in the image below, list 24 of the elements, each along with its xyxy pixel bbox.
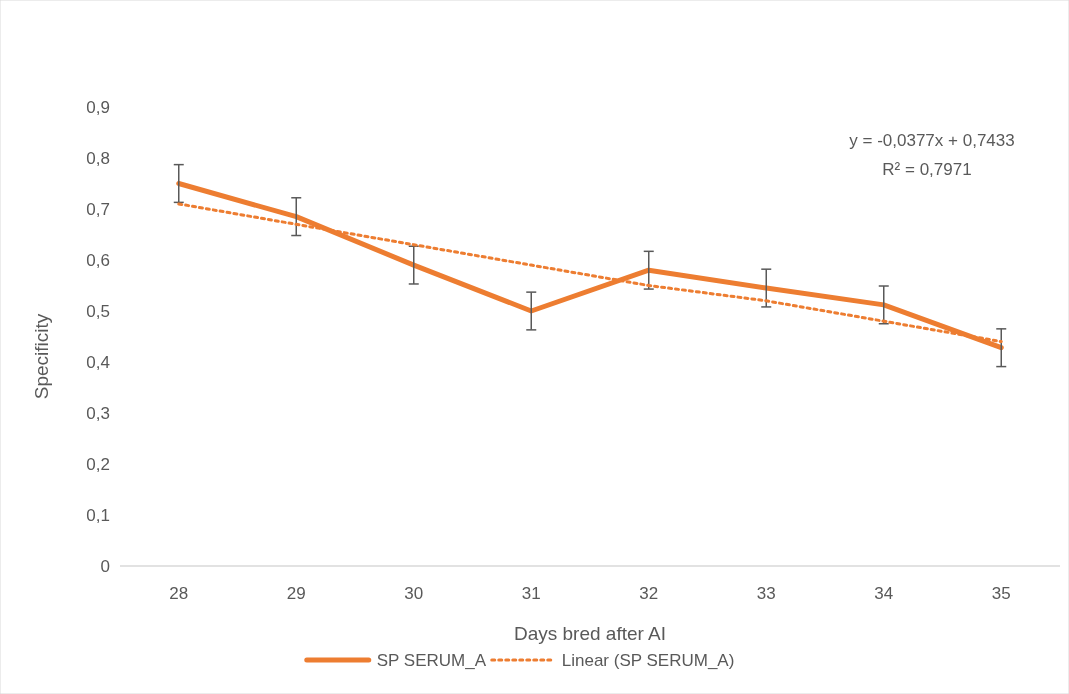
x-tick-label: 31	[521, 584, 541, 603]
legend-label: Linear (SP SERUM_A)	[561, 650, 735, 670]
y-tick-label: 0,4	[86, 352, 110, 372]
y-tick-label: 0	[100, 556, 110, 576]
y-tick-label: 0,5	[86, 301, 110, 321]
y-tick-label: 0,9	[86, 97, 110, 117]
annotation: y = -0,0377x + 0,7433	[849, 131, 1015, 150]
x-tick-label: 29	[286, 584, 306, 603]
x-tick-label: 35	[991, 584, 1011, 603]
y-tick-label: 0,6	[86, 250, 110, 270]
y-tick-label: 0,1	[86, 505, 110, 525]
y-tick-label: 0,8	[86, 148, 110, 168]
x-tick-label: 28	[169, 584, 189, 603]
x-tick-label: 34	[874, 584, 894, 603]
y-tick-label: 0,3	[86, 403, 110, 423]
x-tick-label: 32	[639, 584, 659, 603]
x-tick-label: 30	[404, 584, 424, 603]
y-axis-title: Specificity	[31, 313, 52, 400]
legend-label: SP SERUM_A	[376, 650, 487, 670]
y-tick-label: 0,7	[86, 199, 110, 219]
y-tick-label: 0,2	[86, 454, 110, 474]
annotation: R² = 0,7971	[882, 160, 972, 179]
x-tick-label: 33	[756, 584, 776, 603]
x-axis-title: Days bred after AI	[513, 623, 667, 644]
